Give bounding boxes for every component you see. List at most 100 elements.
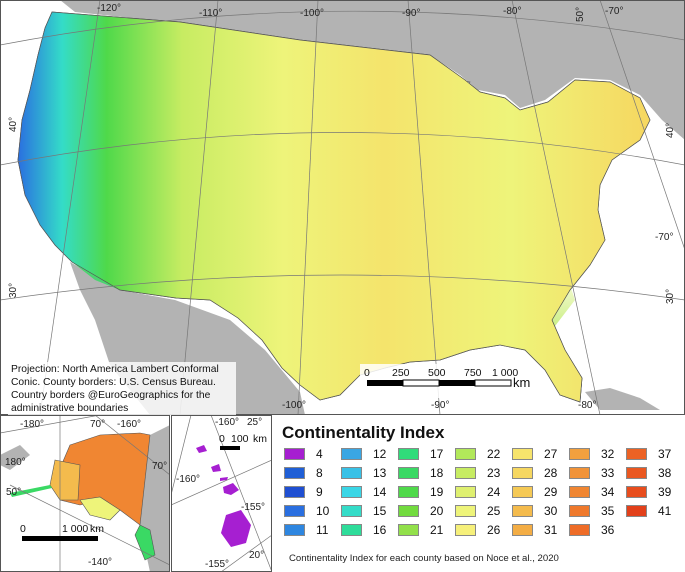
- hi-scale-bar: [220, 446, 240, 450]
- legend-label: 34: [601, 485, 615, 499]
- legend-label: 31: [544, 523, 558, 537]
- legend-swatch: [341, 524, 362, 536]
- hi-scale-tick: 100: [231, 433, 249, 445]
- hi-label: -160°: [215, 417, 239, 428]
- legend-item: 18: [398, 466, 443, 480]
- legend-swatch: [455, 448, 476, 460]
- legend-label: 33: [601, 466, 615, 480]
- lon-label: -100°: [300, 8, 324, 19]
- lat-label: -70°: [655, 232, 673, 243]
- island-kauai: [196, 445, 207, 453]
- legend-item: 23: [455, 466, 500, 480]
- legend-item: 29: [512, 485, 557, 499]
- hi-label: -155°: [205, 559, 229, 570]
- legend-item: 13: [341, 466, 386, 480]
- legend-swatch: [569, 467, 590, 479]
- legend-swatch: [626, 486, 647, 498]
- legend-label: 18: [430, 466, 444, 480]
- legend-swatch: [398, 505, 419, 517]
- legend-item: 35: [569, 504, 614, 518]
- lat-label: 40°: [8, 117, 19, 132]
- legend-item: 4: [284, 447, 323, 461]
- legend-swatch: [284, 467, 305, 479]
- lat-label: 30°: [8, 283, 19, 298]
- legend-swatch: [398, 448, 419, 460]
- legend-item: 10: [284, 504, 329, 518]
- legend-item: 11: [284, 523, 328, 537]
- legend-label: 27: [544, 447, 558, 461]
- island-hawaii: [221, 510, 251, 547]
- hawaii-inset: -160° 25° -160° -155° 20° -155° 0 100 km: [171, 415, 272, 572]
- legend-swatch: [626, 467, 647, 479]
- legend-item: 27: [512, 447, 557, 461]
- legend-label: 38: [658, 466, 672, 480]
- legend-title: Continentality Index: [282, 423, 445, 442]
- lon-label: -120°: [97, 3, 121, 14]
- legend-label: 41: [658, 504, 672, 518]
- legend-label: 37: [658, 447, 672, 461]
- legend-item: 41: [626, 504, 671, 518]
- legend-item: 25: [455, 504, 500, 518]
- legend-swatch: [512, 448, 533, 460]
- legend-swatch: [398, 486, 419, 498]
- legend-label: 24: [487, 485, 501, 499]
- legend-label: 8: [316, 466, 323, 480]
- legend-item: 15: [341, 504, 386, 518]
- legend-swatch: [569, 524, 590, 536]
- legend-item: 9: [284, 485, 323, 499]
- legend-item: 36: [569, 523, 614, 537]
- legend-item: 33: [569, 466, 614, 480]
- ak-label: 50°: [6, 487, 21, 498]
- russia-landmass: [0, 445, 30, 470]
- legend-swatch: [284, 524, 305, 536]
- ak-scale-tick: 0: [20, 523, 26, 535]
- lat-label: 30°: [665, 289, 676, 304]
- island-oahu: [211, 464, 221, 472]
- legend-label: 35: [601, 504, 615, 518]
- figure-caption: Continentality Index for each county bas…: [289, 553, 559, 564]
- island-molokai: [220, 477, 228, 481]
- legend-label: 11: [316, 523, 329, 537]
- hi-scale-unit: km: [253, 433, 267, 445]
- legend-swatch: [341, 448, 362, 460]
- legend-label: 29: [544, 485, 558, 499]
- legend-item: 21: [398, 523, 443, 537]
- legend-label: 32: [601, 447, 615, 461]
- canada-landmass: [60, 0, 685, 140]
- projection-note: Projection: North America Lambert Confor…: [8, 362, 236, 416]
- legend-swatch: [455, 486, 476, 498]
- legend-swatch: [626, 448, 647, 460]
- legend-swatch: [512, 467, 533, 479]
- alaska-inset: -180° 70° -160° 180° 70° 50° -140° 0 1 0…: [0, 415, 170, 572]
- cuba-landmass: [585, 388, 660, 410]
- legend-label: 22: [487, 447, 501, 461]
- legend-swatch: [341, 505, 362, 517]
- longitude-labels-top: -120° -110° -100° -90° -80° -70°: [97, 3, 623, 19]
- legend-label: 39: [658, 485, 672, 499]
- legend-item: 30: [512, 504, 557, 518]
- lon-label: -80°: [578, 400, 596, 411]
- lon-label: -80°: [503, 6, 521, 17]
- legend-item: 22: [455, 447, 500, 461]
- legend-item: 12: [341, 447, 386, 461]
- legend-item: 16: [341, 523, 386, 537]
- conus-map: -120° -110° -100° -90° -80° -70° -100° -…: [0, 0, 685, 415]
- legend-item: 19: [398, 485, 443, 499]
- legend-item: 37: [626, 447, 671, 461]
- legend-label: 19: [430, 485, 444, 499]
- legend-swatch: [398, 524, 419, 536]
- latitude-labels: 50° 40° 40° 30° 30° -70°: [8, 7, 676, 304]
- legend-label: 28: [544, 466, 558, 480]
- legend-label: 13: [373, 466, 387, 480]
- legend-swatch: [398, 467, 419, 479]
- legend-swatch: [569, 486, 590, 498]
- legend-swatch: [569, 448, 590, 460]
- ak-label: -140°: [88, 557, 112, 568]
- ak-label: 180°: [5, 457, 26, 468]
- legend-swatch: [626, 505, 647, 517]
- legend-swatch: [455, 505, 476, 517]
- scale-tick-label: 1 000: [492, 367, 518, 379]
- ak-scale-tick: 1 000: [62, 523, 88, 535]
- legend-item: 17: [398, 447, 443, 461]
- legend-label: 23: [487, 466, 501, 480]
